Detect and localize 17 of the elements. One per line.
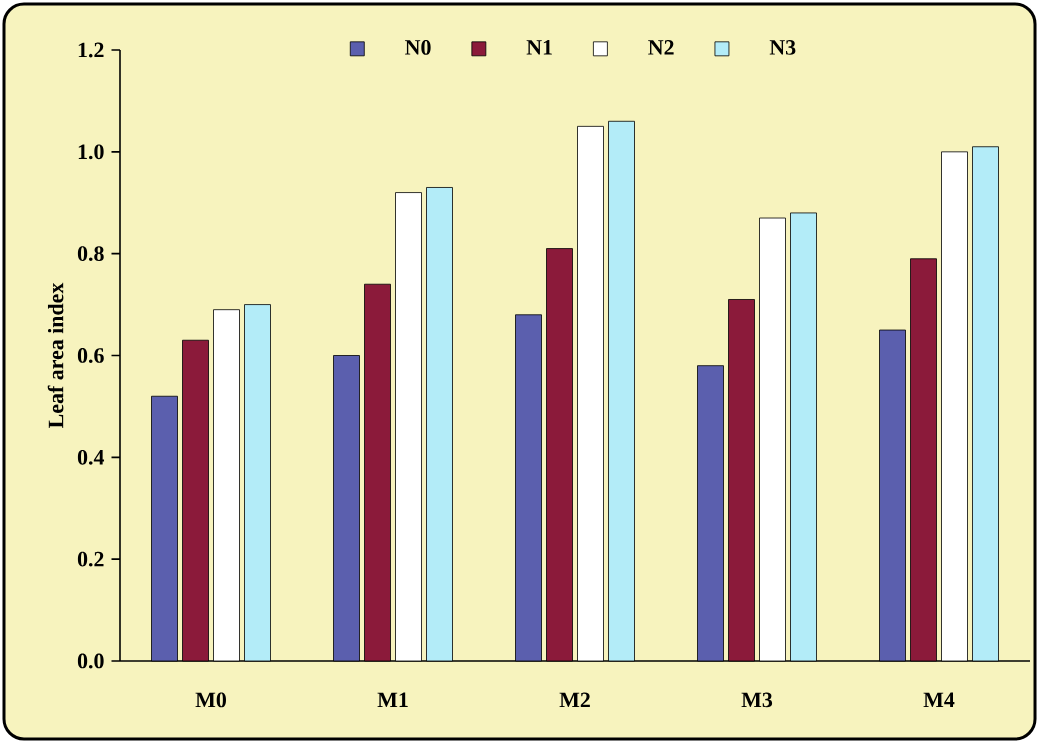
legend-label: N0 <box>405 40 431 55</box>
legend-label: N2 <box>648 40 674 55</box>
x-tick-label: M2 <box>559 692 590 708</box>
y-axis-title: Leaf area index <box>47 282 64 428</box>
legend-label: N3 <box>769 40 796 55</box>
x-tick-label: M0 <box>195 692 226 708</box>
y-tick-label: 0.8 <box>77 246 104 262</box>
y-tick-label: 0.2 <box>77 551 104 567</box>
y-tick-label: 1.2 <box>78 42 104 58</box>
x-tick-label: M4 <box>923 692 955 707</box>
x-tick-label: M3 <box>741 692 773 708</box>
y-tick-label: 0.6 <box>77 348 104 363</box>
y-tick-label: 0.4 <box>77 449 105 465</box>
legend-label: N1 <box>526 40 552 55</box>
x-tick-label: M1 <box>377 692 408 708</box>
y-tick-label: 1.0 <box>78 144 104 160</box>
y-tick-label: 0.0 <box>77 653 104 669</box>
